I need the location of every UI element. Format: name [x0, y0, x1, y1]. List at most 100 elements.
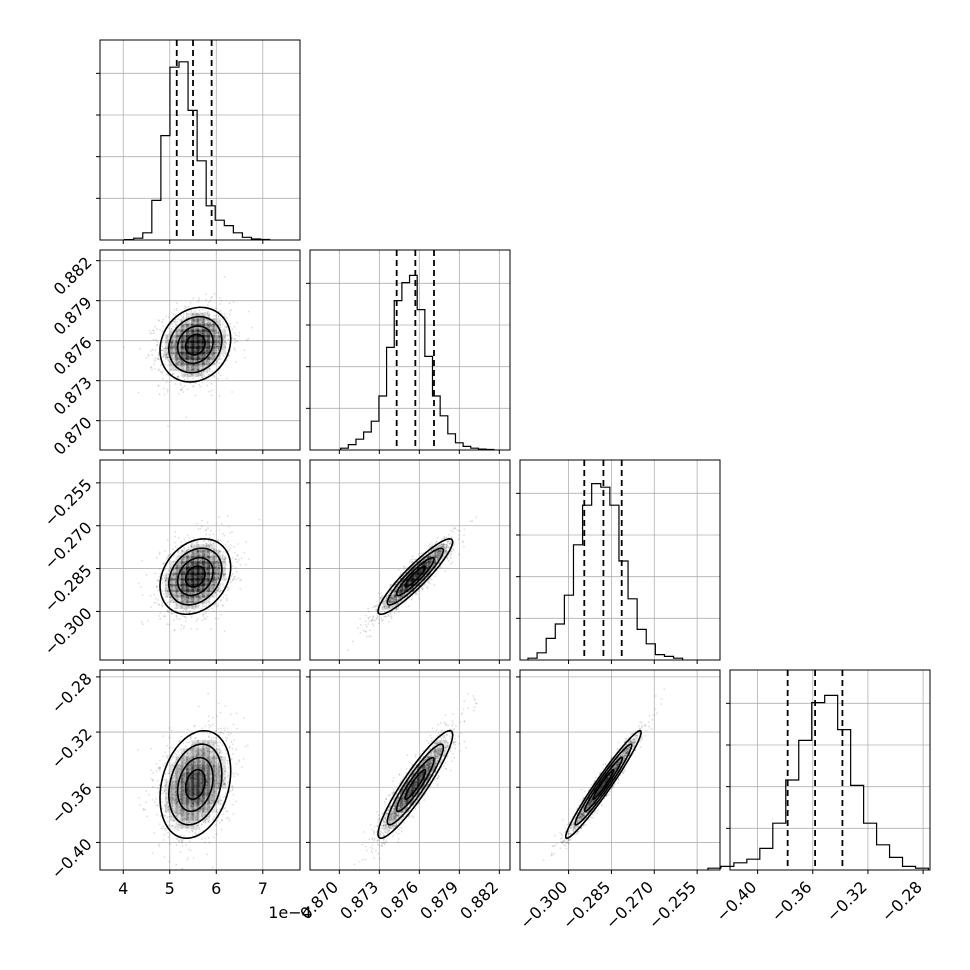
scatter-point — [228, 302, 231, 305]
scatter-point — [376, 615, 379, 618]
scatter-point — [239, 563, 242, 566]
scatter-point — [185, 591, 188, 593]
density-cell — [196, 351, 205, 360]
scatter-point — [190, 331, 193, 334]
scatter-point — [451, 530, 454, 533]
scatter-point — [158, 615, 160, 617]
scatter-point — [383, 606, 386, 608]
scatter-point — [425, 562, 428, 565]
scatter-point — [204, 352, 207, 355]
scatter-point — [369, 635, 372, 638]
scatter-point — [215, 331, 217, 334]
scatter-point — [213, 765, 216, 768]
scatter-point — [226, 589, 229, 592]
scatter-point — [174, 591, 177, 593]
scatter-point — [187, 331, 190, 334]
density-cell — [394, 589, 403, 598]
scatter-point — [170, 379, 172, 382]
scatter-point — [200, 329, 203, 332]
scatter-point — [227, 587, 230, 590]
scatter-point — [169, 347, 172, 350]
scatter-point — [165, 336, 168, 339]
scatter-point — [183, 570, 186, 572]
scatter-point — [232, 301, 235, 303]
scatter-point — [191, 595, 194, 598]
scatter-point — [178, 536, 180, 539]
scatter-point — [163, 615, 166, 618]
scatter-point — [189, 356, 192, 358]
scatter-point — [172, 569, 175, 572]
scatter-point — [183, 586, 186, 589]
scatter-point — [216, 568, 219, 571]
scatter-point — [178, 361, 181, 363]
scatter-point — [215, 550, 218, 552]
scatter-point — [214, 329, 217, 332]
scatter-point — [400, 585, 403, 588]
scatter-point — [177, 570, 180, 573]
scatter-point — [194, 562, 197, 565]
scatter-point — [174, 353, 177, 356]
scatter-point — [210, 572, 213, 574]
scatter-point — [207, 590, 209, 593]
scatter-point — [417, 593, 419, 596]
density-cell — [170, 572, 179, 581]
scatter-point — [161, 601, 164, 604]
scatter-point — [399, 592, 401, 594]
scatter-point — [185, 356, 188, 359]
scatter-point — [174, 584, 176, 587]
scatter-point — [173, 590, 176, 593]
scatter-point — [236, 340, 239, 343]
scatter-point — [196, 327, 198, 330]
scatter-point — [213, 348, 216, 351]
scatter-point — [171, 599, 174, 601]
panel-frame — [99, 39, 301, 241]
scatter-point — [226, 599, 229, 602]
scatter-point — [224, 573, 227, 576]
scatter-point — [174, 752, 177, 755]
scatter-panel-1-0 — [96, 249, 301, 454]
scatter-point — [203, 317, 205, 320]
scatter-point — [197, 551, 200, 553]
scatter-point — [183, 334, 186, 336]
scatter-point — [436, 558, 439, 561]
scatter-point — [213, 576, 216, 579]
scatter-point — [199, 598, 202, 601]
scatter-point — [212, 353, 215, 355]
scatter-point — [182, 323, 185, 326]
scatter-point — [170, 343, 173, 346]
scatter-point — [359, 617, 361, 620]
scatter-point — [200, 558, 203, 561]
scatter-point — [401, 589, 404, 591]
scatter-point — [171, 612, 173, 615]
scatter-point — [206, 350, 208, 353]
scatter-point — [406, 587, 409, 590]
scatter-point — [182, 576, 184, 579]
scatter-point — [206, 336, 209, 339]
scatter-point — [234, 349, 236, 352]
scatter-point — [215, 331, 218, 334]
scatter-point — [191, 552, 194, 555]
scatter-point — [213, 583, 215, 586]
scatter-point — [154, 572, 157, 575]
scatter-point — [396, 602, 399, 605]
scatter-point — [157, 358, 160, 361]
scatter-point — [401, 585, 404, 588]
scatter-point — [446, 540, 449, 543]
scatter-point — [182, 577, 184, 580]
scatter-point — [206, 349, 208, 352]
scatter-point — [165, 576, 168, 579]
scatter-point — [187, 591, 189, 594]
scatter-point — [192, 364, 195, 367]
scatter-point — [214, 617, 217, 620]
scatter-point — [208, 390, 211, 393]
scatter-point — [205, 344, 208, 347]
scatter-point — [190, 322, 193, 324]
scatter-point — [177, 375, 180, 378]
scatter-point — [182, 586, 184, 589]
scatter-point — [219, 336, 222, 338]
scatter-point — [441, 543, 444, 546]
scatter-point — [162, 356, 164, 359]
scatter-point — [426, 561, 429, 564]
scatter-point — [443, 543, 445, 546]
scatter-point — [171, 612, 174, 615]
